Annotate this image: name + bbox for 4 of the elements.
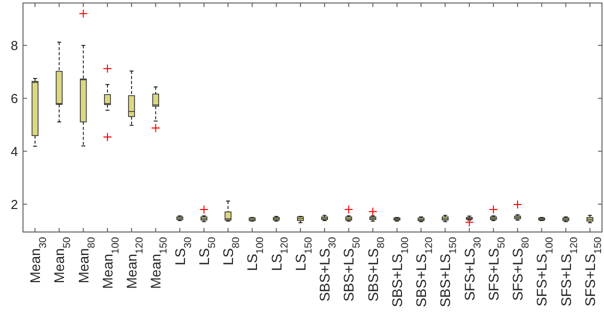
y-tick-label: 8 [10,38,18,53]
y-tick-label: 6 [10,90,18,106]
y-tick-label: 4 [10,144,18,159]
y-tick-label: 2 [10,196,18,212]
